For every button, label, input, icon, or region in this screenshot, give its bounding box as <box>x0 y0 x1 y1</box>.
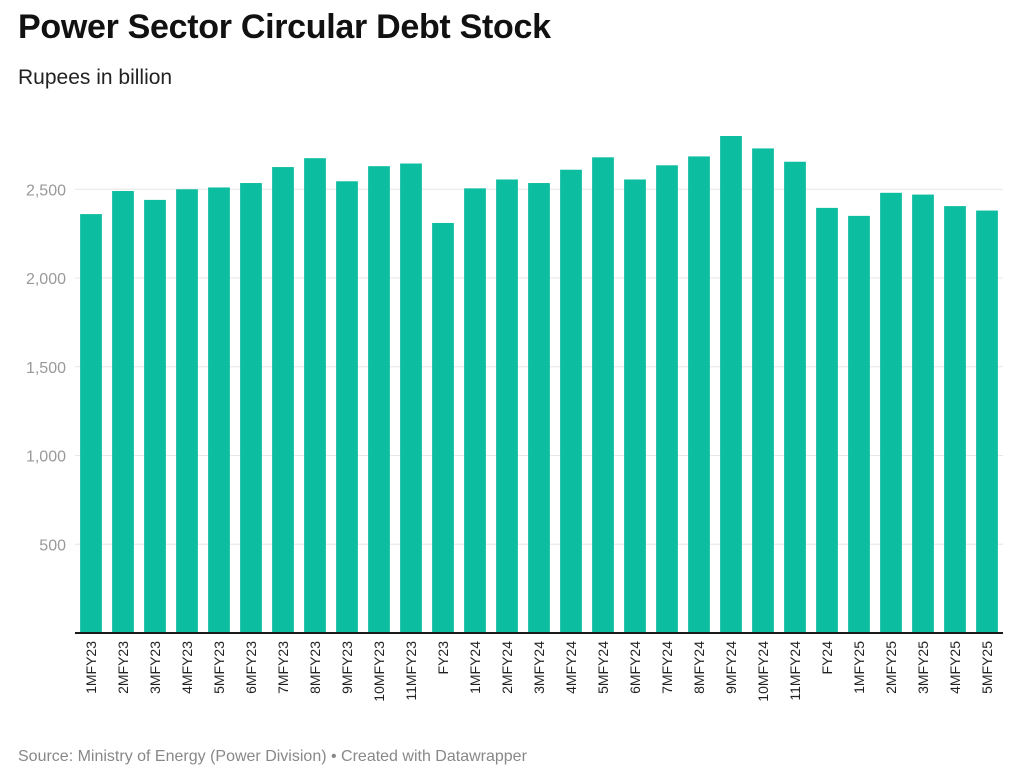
x-tick-label: 7MFY23 <box>275 641 291 694</box>
x-tick-label: 3MFY23 <box>147 641 163 694</box>
x-axis-labels: 1MFY23 2MFY23 3MFY23 4MFY23 5MFY23 6MFY23 7MFY… <box>83 641 995 702</box>
bar <box>848 215 870 633</box>
bar <box>976 210 998 634</box>
x-tick-label: 7MFY24 <box>659 641 675 694</box>
bar <box>336 181 358 633</box>
x-tick-label: 8MFY24 <box>691 641 707 694</box>
bar <box>464 188 486 634</box>
bar <box>816 207 838 633</box>
x-tick-label: 1MFY23 <box>83 641 99 694</box>
bar <box>912 194 934 633</box>
bar <box>144 199 166 633</box>
bar <box>112 191 134 633</box>
bar <box>784 161 806 634</box>
x-tick-label: 6MFY23 <box>243 641 259 694</box>
bar <box>528 183 550 633</box>
x-tick-label: FY23 <box>435 641 451 675</box>
bar <box>400 163 422 633</box>
x-tick-label: 2MFY24 <box>499 641 515 694</box>
chart-title: Power Sector Circular Debt Stock <box>18 8 551 46</box>
chart-subtitle: Rupees in billion <box>18 66 173 89</box>
bar <box>176 189 198 633</box>
bar-chart: 500 1,000 1,500 2,000 2,500 1MFY23 2MFY23 3MFY… <box>26 136 1003 702</box>
x-tick-label: 9MFY24 <box>723 641 739 694</box>
bar <box>560 169 582 633</box>
bar <box>688 156 710 633</box>
bar <box>240 183 262 633</box>
y-tick-label: 1,500 <box>26 360 66 377</box>
bar <box>208 187 230 633</box>
x-tick-label: 5MFY24 <box>595 641 611 694</box>
bar <box>304 158 326 633</box>
x-tick-label: 11MFY24 <box>787 641 803 701</box>
x-tick-label: 5MFY25 <box>979 641 995 694</box>
y-axis-labels: 500 1,000 1,500 2,000 2,500 <box>26 182 66 554</box>
x-tick-label: 9MFY23 <box>339 641 355 694</box>
x-tick-label: 1MFY25 <box>851 641 867 694</box>
x-tick-label: 3MFY24 <box>531 641 547 694</box>
bar <box>656 165 678 633</box>
x-tick-label: 5MFY23 <box>211 641 227 694</box>
x-tick-label: 4MFY24 <box>563 641 579 694</box>
x-tick-label: 11MFY23 <box>403 641 419 701</box>
x-tick-label: 1MFY24 <box>467 641 483 694</box>
y-tick-label: 500 <box>39 537 66 554</box>
bar <box>880 192 902 634</box>
x-tick-label: 8MFY23 <box>307 641 323 694</box>
bar <box>272 167 294 633</box>
bar <box>496 179 518 634</box>
y-tick-label: 2,500 <box>26 182 66 199</box>
bar <box>80 214 102 633</box>
bar <box>720 136 742 633</box>
y-tick-label: 2,000 <box>26 271 66 288</box>
x-tick-label: 10MFY23 <box>371 641 387 702</box>
x-tick-label: 2MFY25 <box>883 641 899 694</box>
bar <box>368 166 390 634</box>
bar <box>624 179 646 634</box>
x-tick-label: 4MFY25 <box>947 641 963 694</box>
bars <box>80 136 998 634</box>
x-tick-label: 6MFY24 <box>627 641 643 694</box>
y-tick-label: 1,000 <box>26 449 66 466</box>
x-tick-label: 2MFY23 <box>115 641 131 694</box>
x-tick-label: 3MFY25 <box>915 641 931 694</box>
bar <box>592 157 614 634</box>
bar <box>944 206 966 634</box>
bar <box>752 148 774 634</box>
x-tick-label: FY24 <box>819 641 835 675</box>
x-tick-label: 10MFY24 <box>755 641 771 702</box>
x-tick-label: 4MFY23 <box>179 641 195 694</box>
bar <box>432 222 454 633</box>
source-note: Source: Ministry of Energy (Power Divisi… <box>18 748 527 765</box>
